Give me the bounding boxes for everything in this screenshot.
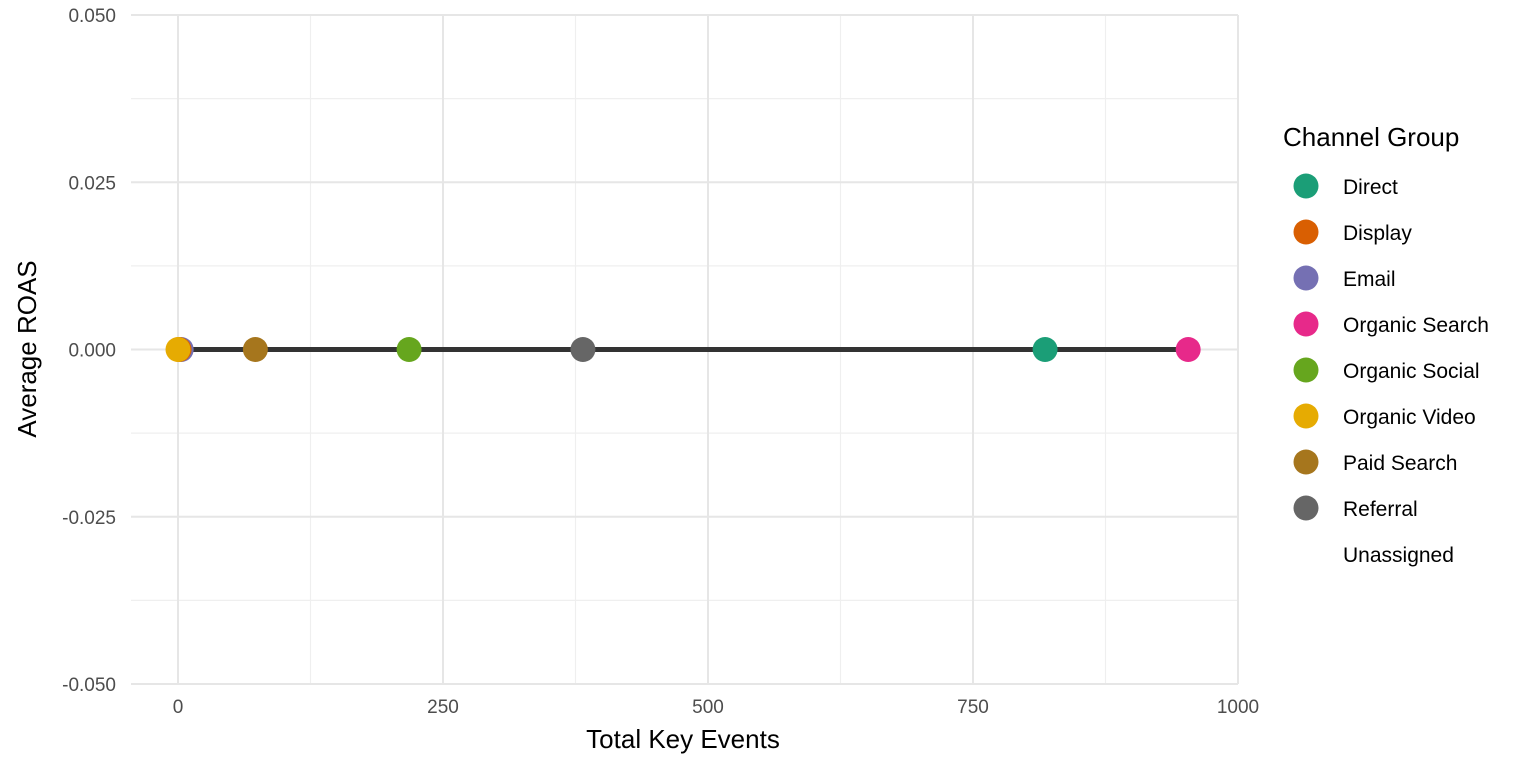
y-tick-label: -0.050 <box>62 675 116 696</box>
x-tick-label: 250 <box>427 697 459 718</box>
legend: Channel Group Direct Display Email Organic … <box>1283 122 1489 567</box>
x-tick-label: 750 <box>957 697 989 718</box>
y-tick-label: 0.000 <box>68 341 116 362</box>
legend-label: Display <box>1343 222 1412 245</box>
x-tick-label: 500 <box>692 697 724 718</box>
y-axis-ticks: 0.050 0.025 0.000 -0.025 -0.050 <box>62 6 116 696</box>
legend-label: Paid Search <box>1343 452 1457 475</box>
legend-label: Unassigned <box>1343 544 1454 567</box>
legend-key <box>1293 449 1319 475</box>
y-tick-label: -0.025 <box>62 508 116 529</box>
legend-label: Direct <box>1343 176 1398 199</box>
x-axis-ticks: 0 250 500 750 1000 <box>173 697 1259 718</box>
legend-label: Referral <box>1343 498 1418 521</box>
data-point-organic-video <box>165 337 191 362</box>
y-tick-label: 0.025 <box>68 173 116 194</box>
data-points <box>165 337 1201 362</box>
x-tick-label: 1000 <box>1217 697 1259 718</box>
data-point-organic-social <box>396 337 422 362</box>
legend-key <box>1293 495 1319 521</box>
legend-key <box>1293 357 1319 383</box>
data-point-direct <box>1032 337 1058 362</box>
data-point-organic-search <box>1175 337 1201 362</box>
legend-title: Channel Group <box>1283 122 1459 152</box>
legend-key <box>1293 173 1319 199</box>
grid <box>131 14 1239 685</box>
data-point-paid-search <box>242 337 268 362</box>
x-axis-title: Total Key Events <box>586 724 780 754</box>
legend-key <box>1293 265 1319 291</box>
legend-key <box>1293 403 1319 429</box>
legend-label: Organic Video <box>1343 406 1476 429</box>
y-tick-label: 0.050 <box>68 6 116 27</box>
legend-label: Email <box>1343 268 1396 291</box>
data-point-referral <box>570 337 596 362</box>
y-axis-title: Average ROAS <box>12 260 42 437</box>
legend-label: Organic Social <box>1343 360 1480 383</box>
legend-key <box>1293 311 1319 337</box>
x-tick-label: 0 <box>173 697 184 718</box>
legend-key <box>1293 219 1319 245</box>
legend-label: Organic Search <box>1343 314 1489 337</box>
